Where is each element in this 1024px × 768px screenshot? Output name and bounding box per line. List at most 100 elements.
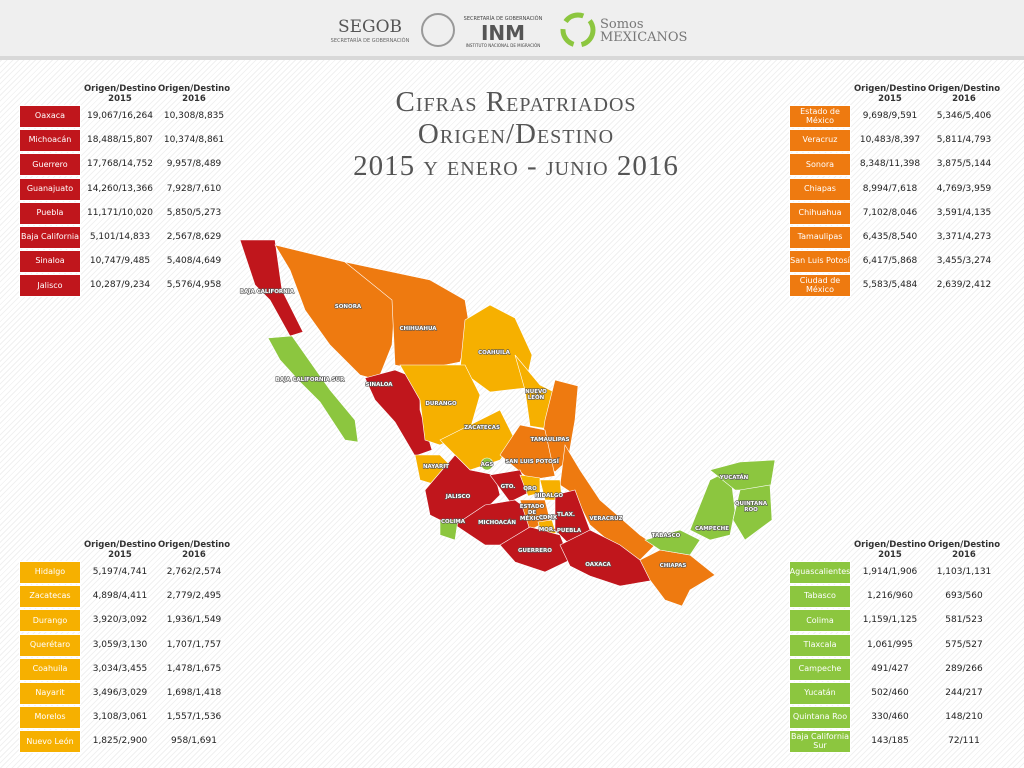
value-cell: 7,928/7,610	[166, 183, 222, 194]
map-label: SINALOA	[366, 382, 394, 388]
value-cell: 1,478/1,675	[166, 663, 222, 674]
value-cell: 6,435/8,540	[862, 232, 918, 242]
map-label-line: QUINTANA	[735, 501, 768, 507]
table-row: Baja California Sur 143/185 72/111	[790, 731, 1010, 753]
value-cell: 3,059/3,130	[92, 639, 148, 650]
header-line: Origen/Destino	[927, 84, 1001, 94]
map-label: GTO.	[501, 484, 516, 490]
value-cell: 1,103/1,131	[936, 567, 992, 577]
table-row: Aguascalientes 1,914/1,906 1,103/1,131	[790, 562, 1010, 583]
logos: SEGOB SECRETARÍA DE GOBERNACIÓN SECRETAR…	[331, 12, 687, 48]
value-cell: 5,408/4,649	[166, 256, 222, 267]
value-cell: 491/427	[871, 663, 909, 674]
map-label: QUINTANA ROO	[735, 501, 768, 513]
table-row: Oaxaca 19,067/16,264 10,308/8,835	[20, 106, 240, 127]
state	[709, 459, 776, 491]
header-line: 2015	[878, 94, 902, 104]
table-row: Campeche 491/427 289/266	[790, 658, 1010, 680]
value-cell: 2,639/2,412	[936, 280, 992, 291]
header-line: 2016	[182, 94, 206, 104]
map-label: OAXACA	[585, 562, 611, 568]
value-cell: 3,371/4,273	[936, 232, 992, 242]
value-cell: 581/523	[945, 615, 983, 626]
map-label-line: TABASCO	[652, 533, 681, 539]
table-row: Chihuahua 7,102/8,046 3,591/4,135	[790, 202, 1010, 224]
state-name: Guanajuato	[20, 178, 80, 200]
map-label-line: PUEBLA	[557, 528, 582, 534]
value-cell: 5,850/5,273	[166, 207, 222, 218]
state	[480, 457, 494, 471]
column-header: Origen/Destino 2015	[850, 540, 930, 560]
map-label: GUERRERO	[518, 548, 552, 554]
header-line: Origen/Destino	[83, 540, 157, 550]
map-label-line: DE	[528, 510, 537, 516]
state-name: Tamaulipas	[790, 227, 850, 248]
state-name: Hidalgo	[20, 562, 80, 583]
map-label-line: MÉXICO	[520, 514, 545, 522]
value-cell: 5,346/5,406	[936, 111, 992, 121]
value-cell: 502/460	[871, 688, 909, 698]
map-label: BAJA CALIFORNIA SUR	[276, 377, 345, 383]
value-cell: 3,496/3,029	[92, 688, 148, 698]
map-label-line: BAJA CALIFORNIA	[240, 289, 295, 295]
header-line: Origen/Destino	[157, 540, 231, 550]
state-name: Aguascalientes	[790, 562, 850, 583]
map-label-line: SONORA	[335, 304, 362, 310]
table-row: Tamaulipas 6,435/8,540 3,371/4,273	[790, 227, 1010, 248]
map-label-line: GTO.	[501, 484, 516, 490]
state-name: Colima	[790, 610, 850, 632]
table-row: Nayarit 3,496/3,029 1,698/1,418	[20, 683, 240, 704]
value-cell: 10,747/9,485	[89, 256, 151, 267]
table-row: Zacatecas 4,898/4,411 2,779/2,495	[20, 586, 240, 608]
column-header: Origen/Destino 2015	[850, 84, 930, 104]
value-cell: 330/460	[871, 712, 909, 723]
value-cell: 5,576/4,958	[166, 280, 222, 291]
value-cell: 3,591/4,135	[936, 207, 992, 218]
state-name: Tabasco	[790, 586, 850, 608]
state-name: Chiapas	[790, 178, 850, 200]
state	[539, 379, 579, 473]
value-cell: 143/185	[871, 736, 909, 747]
table-row: Chiapas 8,994/7,618 4,769/3,959	[790, 178, 1010, 200]
map-label-line: GUERRERO	[518, 548, 552, 554]
map-label: ESTADO DE MÉXICO	[520, 504, 545, 522]
value-cell: 8,994/7,618	[862, 183, 918, 194]
value-cell: 2,567/8,629	[166, 232, 222, 242]
map-label-line: MICHOACÁN	[478, 519, 516, 526]
value-cell: 14,260/13,366	[86, 183, 153, 194]
column-header: Origen/Destino 2016	[924, 540, 1004, 560]
column-header: Origen/Destino 2016	[154, 540, 234, 560]
table-row: Quintana Roo 330/460 148/210	[790, 707, 1010, 729]
map-label: TAMAULIPAS	[531, 437, 570, 443]
state-name: Chihuahua	[790, 202, 850, 224]
table-row: Puebla 11,171/10,020 5,850/5,273	[20, 202, 240, 224]
value-cell: 3,108/3,061	[92, 712, 148, 723]
map-label: PUEBLA	[557, 528, 582, 534]
map-label-line: YUCATÁN	[719, 474, 749, 481]
column-header: Origen/Destino 2016	[154, 84, 234, 104]
map-label-line: DURANGO	[425, 401, 457, 407]
value-cell: 6,417/5,868	[862, 256, 918, 267]
state	[639, 549, 716, 607]
somos-icon	[560, 12, 596, 48]
table-row: Morelos 3,108/3,061 1,557/1,536	[20, 707, 240, 729]
column-header: Origen/Destino 2015	[80, 540, 160, 560]
value-cell: 10,374/8,861	[163, 135, 225, 146]
map-label: SONORA	[335, 304, 362, 310]
state-name: Baja California	[20, 227, 80, 248]
value-cell: 3,034/3,455	[92, 663, 148, 674]
map-label-line: COAHUILA	[478, 350, 510, 356]
value-cell: 3,455/3,274	[936, 256, 992, 267]
table-row: Jalisco 10,287/9,234 5,576/4,958	[20, 275, 240, 297]
value-cell: 693/560	[945, 591, 983, 602]
header-bar: SEGOB SECRETARÍA DE GOBERNACIÓN SECRETAR…	[0, 0, 1024, 60]
map-label-line: ROO	[744, 507, 758, 513]
map-label: COAHUILA	[478, 350, 510, 356]
state-name: Zacatecas	[20, 586, 80, 608]
map-label: BAJA CALIFORNIA	[240, 289, 295, 295]
map-label-line: NAYARIT	[423, 464, 449, 470]
table-row: Ciudad de México 5,583/5,484 2,639/2,412	[790, 275, 1010, 297]
table-row: Hidalgo 5,197/4,741 2,762/2,574	[20, 562, 240, 583]
map-label-line: COLIMA	[441, 519, 466, 525]
